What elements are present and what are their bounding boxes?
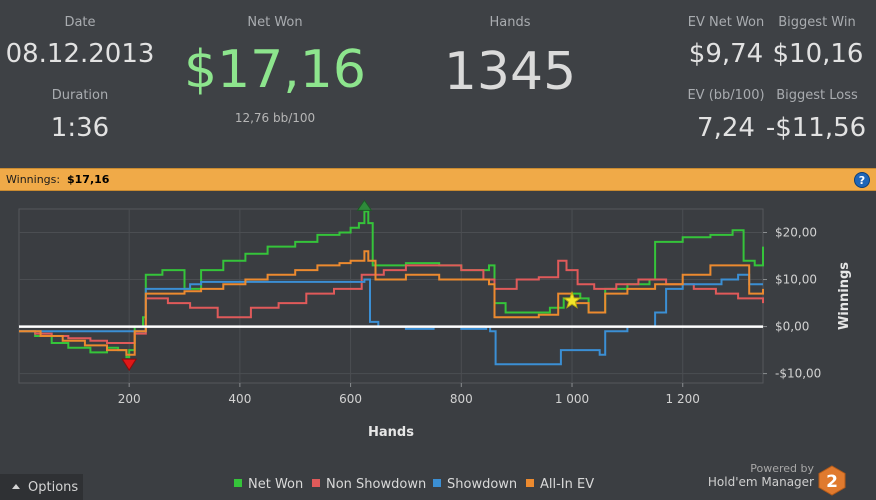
ev-net-won-label: EV Net Won [687, 15, 765, 30]
logo-text: 2 [826, 472, 838, 492]
date-label: Date [64, 15, 96, 30]
legend-net-won: Net Won [234, 477, 303, 492]
powered-by: Powered by Hold'em Manager [702, 462, 814, 489]
ev-net-won-value: $9,74 [688, 39, 764, 69]
options-label: Options [28, 480, 79, 495]
y-tick-label: $20,00 [775, 226, 817, 240]
stats-panel: Date 08.12.2013 Duration 1:36 Net Won $1… [0, 0, 876, 168]
net-won-label: Net Won [247, 15, 303, 30]
y-tick-label: $10,00 [775, 273, 817, 287]
winnings-chart-svg: 200 400 600 800 1 000 1 200 -$10,00 $0,00 $10,00… [18, 199, 852, 440]
powered-by-label: Powered by [750, 462, 814, 475]
y-tick-label: $0,00 [775, 320, 809, 334]
winnings-value: $17,16 [67, 173, 110, 186]
options-button[interactable]: Options [0, 474, 83, 500]
legend-label: All-In EV [540, 477, 595, 492]
winnings-chart: 200 400 600 800 1 000 1 200 -$10,00 $0,00 $10,00… [0, 192, 876, 462]
holdem-manager-logo-icon: 2 [818, 465, 846, 496]
legend-all-in-ev: All-In EV [526, 477, 594, 492]
legend-swatch-non-showdown [312, 479, 320, 487]
duration-value: 1:36 [50, 113, 110, 143]
x-tick-label: 1 200 [666, 392, 700, 406]
star-marker [562, 290, 582, 309]
y-axis-title: Winnings [837, 262, 852, 330]
x-tick-label: 800 [450, 392, 473, 406]
legend-swatch-showdown [433, 479, 441, 487]
x-tick-label: 1 000 [555, 392, 589, 406]
legend-non-showdown: Non Showdown [312, 477, 426, 492]
hands-value: 1345 [443, 42, 577, 102]
legend-showdown: Showdown [433, 477, 517, 492]
bb-per-100-value: 12,76 bb/100 [234, 111, 316, 125]
net-won-value: $17,16 [184, 40, 366, 100]
winnings-bar: Winnings: $17,16 ? [0, 168, 876, 191]
biggest-win-value: $10,16 [772, 39, 864, 69]
legend-swatch-all-in-ev [526, 479, 534, 487]
y-tick-label: -$10,00 [775, 367, 821, 381]
series-line-all-in-ev [19, 250, 764, 356]
biggest-loss-value: -$11,56 [765, 113, 867, 143]
duration-label: Duration [51, 88, 109, 103]
ev-bb-value: 7,24 [697, 113, 755, 143]
legend-label: Non Showdown [326, 477, 427, 492]
biggest-loss-label: Biggest Loss [776, 88, 858, 103]
min-marker [121, 358, 138, 372]
hands-label: Hands [489, 15, 531, 30]
x-tick-label: 600 [339, 392, 362, 406]
x-tick-label: 200 [118, 392, 141, 406]
date-value: 08.12.2013 [5, 39, 155, 69]
legend-label: Showdown [447, 477, 518, 492]
chevron-up-icon [12, 484, 20, 489]
x-tick-label: 400 [228, 392, 251, 406]
help-icon[interactable]: ? [854, 172, 870, 188]
legend-swatch-net-won [234, 479, 242, 487]
legend-label: Net Won [248, 477, 304, 492]
winnings-label: Winnings: [6, 173, 61, 186]
max-marker [356, 199, 373, 211]
biggest-win-label: Biggest Win [778, 15, 856, 30]
x-axis-title: Hands [368, 425, 414, 440]
series-line-non-showdown [19, 259, 764, 344]
plot-area [18, 208, 764, 384]
ev-bb-label: EV (bb/100) [687, 88, 765, 103]
brand-name: Hold'em Manager [707, 475, 814, 489]
